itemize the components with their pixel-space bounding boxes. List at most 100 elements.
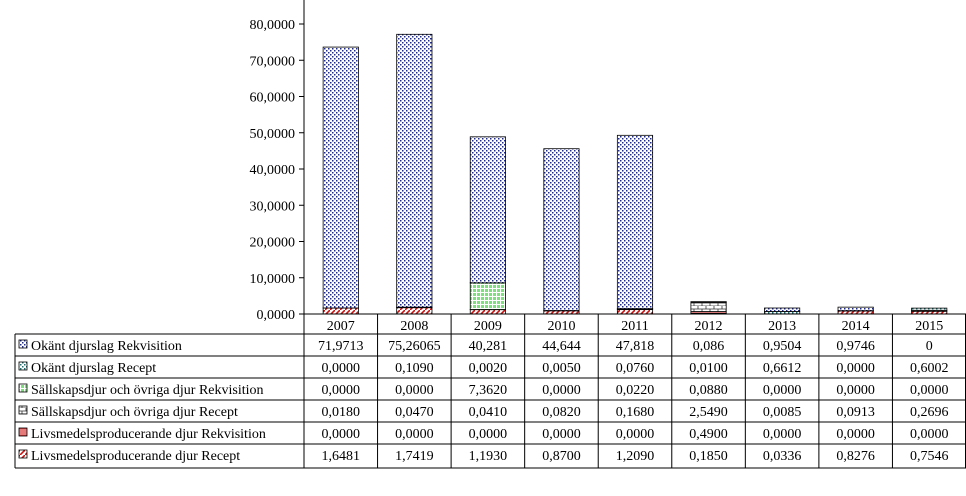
bar-segment — [764, 308, 799, 311]
data-label: 0,9746 — [836, 339, 875, 354]
data-label: 0,0000 — [542, 383, 581, 398]
data-label: 0,0000 — [763, 427, 802, 442]
category-label: 2007 — [327, 319, 355, 334]
y-tick-label: 80,0000 — [250, 18, 296, 33]
data-label: 0,0410 — [469, 405, 508, 420]
data-label: 0,0000 — [395, 383, 434, 398]
data-label: 0,0820 — [542, 405, 581, 420]
category-label: 2015 — [915, 319, 943, 334]
bar-segment — [617, 310, 652, 314]
data-label: 0,0000 — [616, 427, 655, 442]
bar-segment — [470, 283, 505, 310]
data-label: 0,0220 — [616, 383, 655, 398]
data-label: 0,0020 — [469, 361, 508, 376]
data-label: 0,2696 — [910, 405, 949, 420]
bar-segment — [323, 308, 358, 314]
legend-key — [19, 362, 27, 370]
data-label: 0,0000 — [395, 427, 434, 442]
data-label: 0,1850 — [689, 449, 728, 464]
legend-label: Sällskapsdjur och övriga djur Recept — [31, 405, 238, 420]
legend-key — [19, 340, 27, 348]
data-label: 0,0000 — [763, 383, 802, 398]
y-tick-label: 30,0000 — [250, 199, 296, 214]
y-tick-label: 70,0000 — [250, 54, 296, 69]
data-label: 0,9504 — [763, 339, 802, 354]
data-label: 0,0336 — [763, 449, 802, 464]
y-tick-label: 50,0000 — [250, 127, 296, 142]
data-label: 0,0000 — [910, 383, 949, 398]
data-label: 0,7546 — [910, 449, 949, 464]
bar-segment — [691, 302, 726, 311]
data-label: 1,6481 — [322, 449, 361, 464]
category-label: 2013 — [768, 319, 796, 334]
data-label: 0,0085 — [763, 405, 802, 420]
data-label: 44,644 — [542, 339, 581, 354]
data-label: 0,8276 — [836, 449, 875, 464]
legend-key — [19, 450, 27, 458]
category-label: 2008 — [400, 319, 428, 334]
data-label: 0,6002 — [910, 361, 949, 376]
y-tick-label: 10,0000 — [250, 272, 296, 287]
data-label: 0,0470 — [395, 405, 434, 420]
data-label: 0,0050 — [542, 361, 581, 376]
data-label: 0,0913 — [836, 405, 875, 420]
legend-key — [19, 428, 27, 436]
data-label: 0,0000 — [322, 361, 361, 376]
y-tick-label: 60,0000 — [250, 91, 296, 106]
legend-label: Sällskapsdjur och övriga djur Rekvisitio… — [31, 383, 264, 398]
data-label: 0,0100 — [689, 361, 728, 376]
y-tick-label: 0,0000 — [257, 308, 296, 323]
data-label: 0,0760 — [616, 361, 655, 376]
data-label: 0,0000 — [836, 427, 875, 442]
category-label: 2011 — [621, 319, 648, 334]
category-label: 2010 — [547, 319, 575, 334]
category-label: 2009 — [474, 319, 502, 334]
y-tick-label: 40,0000 — [250, 163, 296, 178]
data-label: 0,0000 — [542, 427, 581, 442]
data-label: 75,26065 — [388, 339, 441, 354]
bar-segment — [397, 34, 432, 307]
legend-label: Livsmedelsproducerande djur Recept — [31, 449, 240, 464]
legend-key — [19, 406, 27, 414]
data-table: 2007 2008 2009 2010 2011 2012 2013 2014 2015 Okän… — [15, 314, 966, 468]
bar-segment — [397, 308, 432, 314]
data-label: 0,0000 — [910, 427, 949, 442]
legend-key — [19, 384, 27, 392]
data-label: 0,1680 — [616, 405, 655, 420]
data-label: 2,5490 — [689, 405, 728, 420]
data-label: 1,2090 — [616, 449, 655, 464]
bar-segment — [544, 149, 579, 311]
data-label: 0,0880 — [689, 383, 728, 398]
data-label: 0,0000 — [322, 383, 361, 398]
bar-segment — [617, 135, 652, 308]
legend-label: Livsmedelsproducerande djur Rekvisition — [31, 427, 266, 442]
data-label: 0,4900 — [689, 427, 728, 442]
data-label: 0,1090 — [395, 361, 434, 376]
legend-label: Okänt djurslag Recept — [31, 361, 156, 376]
y-tick-label: 20,0000 — [250, 236, 296, 251]
bar-segment — [470, 137, 505, 283]
bar-segment — [912, 308, 947, 310]
data-label: 0,0180 — [322, 405, 361, 420]
data-label: 0,6612 — [763, 361, 802, 376]
bar-segment — [323, 47, 358, 308]
legend-label: Okänt djurslag Rekvisition — [31, 339, 182, 354]
data-label: 7,3620 — [469, 383, 508, 398]
data-label: 0,0000 — [836, 361, 875, 376]
data-label: 40,281 — [469, 339, 508, 354]
data-label: 0,0000 — [322, 427, 361, 442]
data-label: 1,7419 — [395, 449, 434, 464]
data-label: 0,0000 — [469, 427, 508, 442]
y-axis-ticks: 0,0000 10,0000 20,0000 30,0000 40,0000 50,000… — [250, 18, 305, 323]
category-label: 2014 — [842, 319, 870, 334]
data-label: 0 — [926, 339, 933, 354]
category-label: 2012 — [695, 319, 723, 334]
bar-segment — [470, 310, 505, 314]
data-label: 71,9713 — [318, 339, 364, 354]
data-label: 1,1930 — [469, 449, 508, 464]
data-label: 0,086 — [693, 339, 725, 354]
data-label: 0,8700 — [542, 449, 581, 464]
bar-segment — [838, 307, 873, 311]
